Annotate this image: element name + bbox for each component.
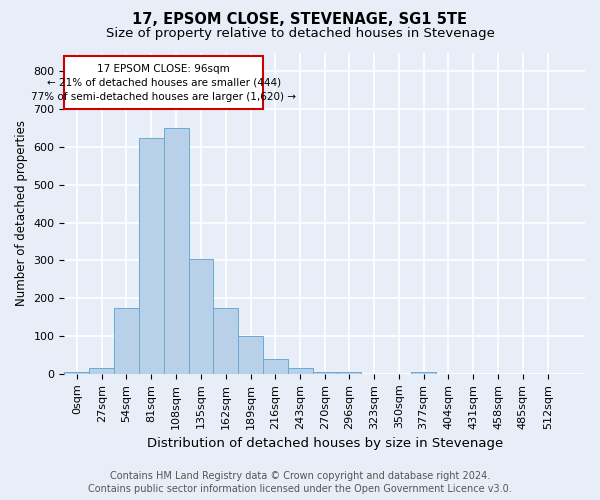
Text: Size of property relative to detached houses in Stevenage: Size of property relative to detached ho… (106, 28, 494, 40)
Bar (411, 372, 436, 374)
Bar (337, 372, 361, 374)
Y-axis label: Number of detached properties: Number of detached properties (15, 120, 28, 306)
Text: 17 EPSOM CLOSE: 96sqm
← 21% of detached houses are smaller (444)
77% of semi-det: 17 EPSOM CLOSE: 96sqm ← 21% of detached … (31, 64, 296, 102)
Text: Contains HM Land Registry data © Crown copyright and database right 2024.
Contai: Contains HM Land Registry data © Crown c… (88, 471, 512, 494)
Bar (238, 336, 263, 374)
X-axis label: Distribution of detached houses by size in Stevenage: Distribution of detached houses by size … (146, 437, 503, 450)
Bar (263, 359, 288, 374)
Bar (214, 308, 238, 374)
Bar (313, 372, 338, 374)
Text: 17, EPSOM CLOSE, STEVENAGE, SG1 5TE: 17, EPSOM CLOSE, STEVENAGE, SG1 5TE (133, 12, 467, 28)
Bar (139, 138, 164, 374)
Bar (114, 308, 139, 374)
FancyBboxPatch shape (64, 56, 263, 109)
Bar (164, 128, 188, 374)
Bar (188, 258, 214, 374)
Bar (288, 368, 313, 374)
Bar (89, 368, 114, 374)
Bar (64, 372, 89, 374)
